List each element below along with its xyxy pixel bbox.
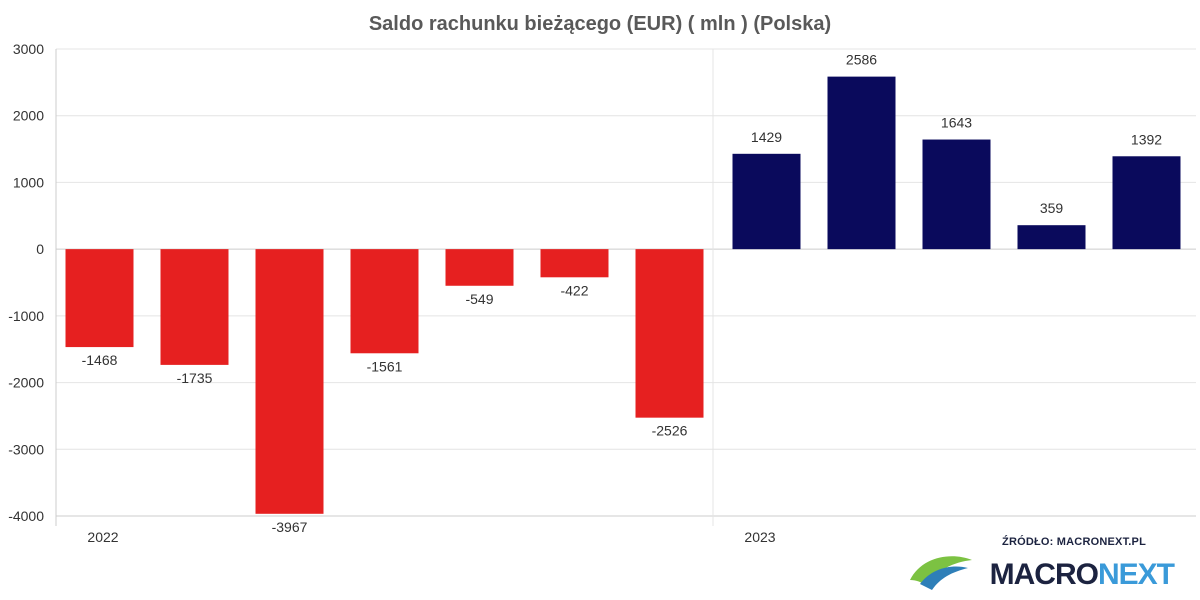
data-label: 1429 [751, 129, 782, 145]
bar [160, 249, 229, 365]
bar [827, 76, 896, 250]
brand-wordmark: MACRONEXT [989, 558, 1175, 592]
x-group-label: 2022 [87, 529, 118, 545]
y-tick-label: 2000 [13, 108, 44, 124]
y-tick-label: -1000 [8, 308, 44, 324]
y-tick-label: 1000 [13, 174, 44, 190]
ticks-layer: 3000 2000 1000 0 -1000 -2000 -3000 -4000 2022 202… [8, 41, 776, 545]
bar [445, 249, 514, 286]
brand-macro: MACRO [989, 558, 1099, 591]
y-tick-label: -2000 [8, 375, 44, 391]
data-label: -3967 [272, 519, 308, 535]
bar [1017, 225, 1086, 250]
data-label: -1735 [177, 370, 213, 386]
bar [922, 139, 991, 250]
data-label: 359 [1040, 200, 1064, 216]
y-tick-label: -3000 [8, 441, 44, 457]
bar [65, 249, 134, 348]
grid-layer [55, 48, 1196, 526]
data-label: -1561 [367, 358, 403, 374]
source-label: ŹRÓDŁO: MACRONEXT.PL [1002, 536, 1146, 548]
chart-title: Saldo rachunku bieżącego (EUR) ( mln ) (… [369, 13, 831, 35]
data-label: 1643 [941, 115, 972, 131]
labels-layer: -1468 -1735 -3967 -1561 -549 -422 -2526 1429 258… [82, 52, 1163, 535]
brand-next: NEXT [1097, 558, 1175, 591]
bar [732, 153, 801, 250]
data-label: -422 [560, 282, 588, 298]
x-group-label: 2023 [744, 529, 775, 545]
bar [350, 249, 419, 354]
y-tick-label: -4000 [8, 508, 44, 524]
y-tick-label: 0 [36, 241, 44, 257]
data-label: -2526 [652, 423, 688, 439]
data-label: 2586 [846, 52, 877, 68]
bar [255, 249, 324, 514]
data-label: 1392 [1131, 131, 1162, 147]
bars-layer [65, 76, 1181, 514]
data-label: -549 [465, 291, 493, 307]
leaf-icon [910, 556, 972, 590]
macronext-logo: ŹRÓDŁO: MACRONEXT.PL MACRONEXT [910, 532, 1175, 592]
data-label: -1468 [82, 352, 118, 368]
y-tick-label: 3000 [13, 41, 44, 57]
bar [635, 249, 704, 418]
bar [1112, 156, 1181, 250]
bar [540, 249, 609, 278]
